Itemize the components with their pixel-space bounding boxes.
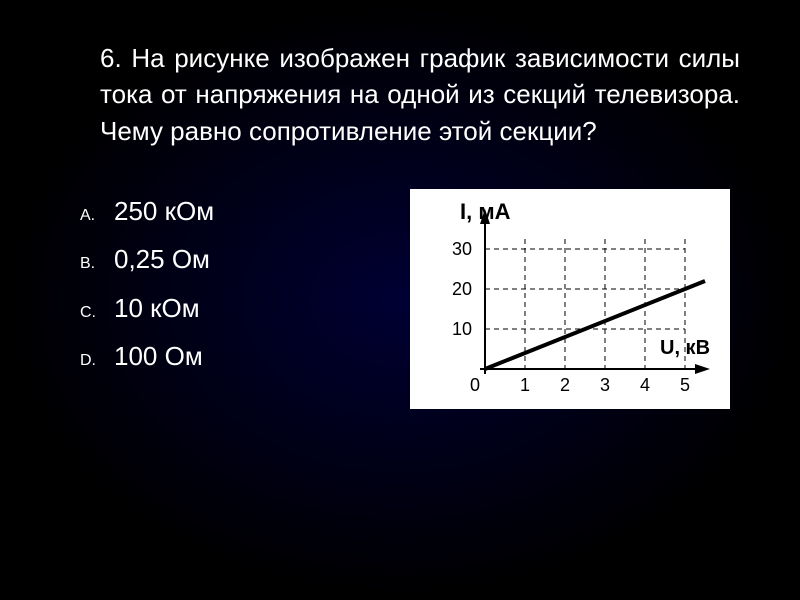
x-tick-label: 2	[560, 375, 570, 395]
y-tick-label: 30	[452, 239, 472, 259]
option-d: D. 100 Ом	[80, 334, 214, 378]
chart-svg: I, мА	[410, 189, 730, 409]
option-a: A. 250 кОм	[80, 189, 214, 233]
question-text: 6. На рисунке изображен график зависимос…	[60, 40, 740, 149]
option-text: 10 кОм	[114, 286, 200, 330]
origin-label: 0	[470, 375, 480, 395]
option-letter: A.	[80, 202, 98, 229]
option-text: 0,25 Ом	[114, 237, 210, 281]
question-body: На рисунке изображен график зависимости …	[100, 43, 740, 146]
x-tick-label: 4	[640, 375, 650, 395]
option-letter: C.	[80, 299, 98, 326]
y-tick-label: 20	[452, 279, 472, 299]
option-text: 100 Ом	[114, 334, 203, 378]
option-letter: D.	[80, 347, 98, 374]
x-axis-label: U, кВ	[660, 337, 710, 359]
option-b: B. 0,25 Ом	[80, 237, 214, 281]
x-tick-label: 5	[680, 375, 690, 395]
options-list: A. 250 кОм B. 0,25 Ом C. 10 кОм D. 100 О…	[60, 189, 214, 382]
option-c: C. 10 кОм	[80, 286, 214, 330]
x-tick-label: 3	[600, 375, 610, 395]
option-letter: B.	[80, 250, 98, 277]
x-axis-arrow	[695, 364, 710, 374]
option-text: 250 кОм	[114, 189, 214, 233]
content-row: A. 250 кОм B. 0,25 Ом C. 10 кОм D. 100 О…	[60, 189, 740, 409]
y-tick-label: 10	[452, 319, 472, 339]
x-tick-label: 1	[520, 375, 530, 395]
chart-container: I, мА	[410, 189, 730, 409]
question-number: 6.	[100, 43, 122, 73]
